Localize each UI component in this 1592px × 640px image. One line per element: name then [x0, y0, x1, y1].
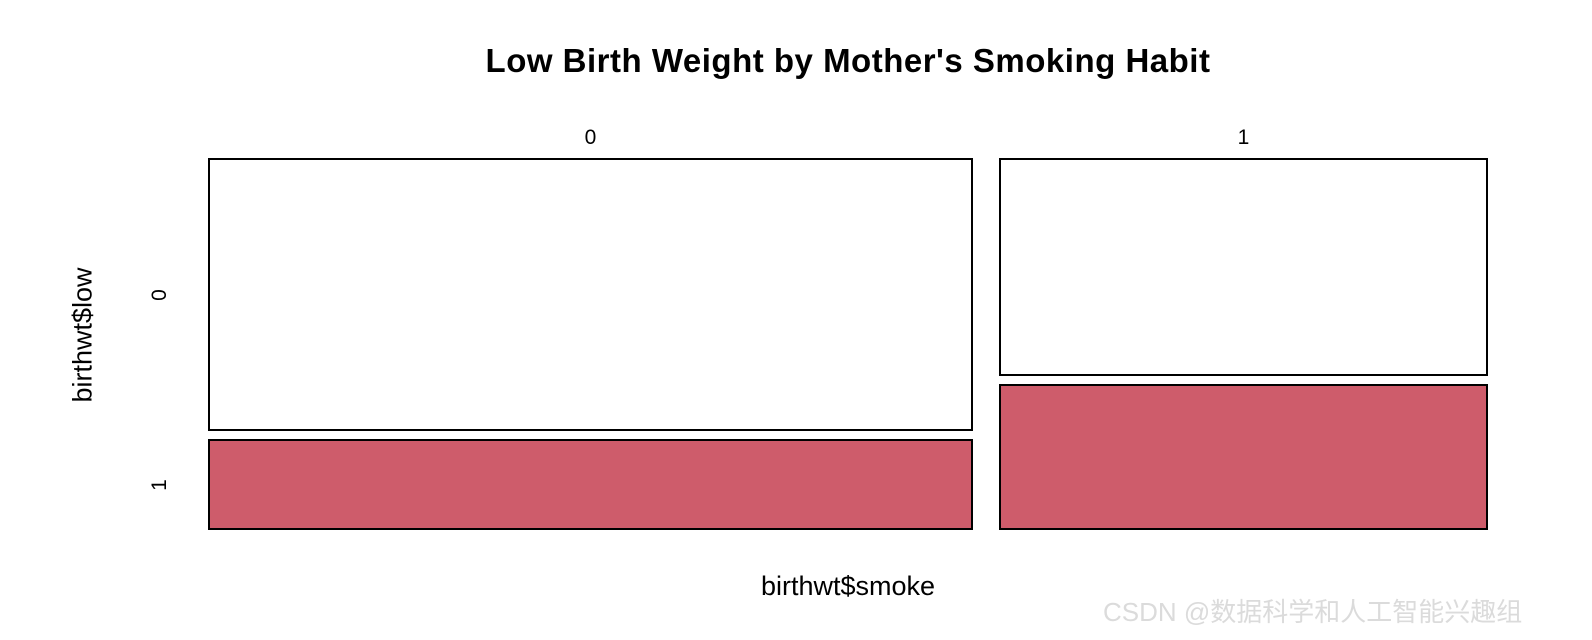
mosaic-column-smoke-1: 1	[999, 126, 1488, 530]
y-category-label: 0	[148, 288, 171, 301]
watermark-text: CSDN @数据科学和人工智能兴趣组	[1103, 597, 1523, 627]
x-axis-label: birthwt$smoke	[760, 571, 936, 601]
x-category-label: 0	[584, 126, 597, 149]
y-axis-label: birthwt$low	[67, 267, 98, 403]
chart-title: Low Birth Weight by Mother's Smoking Hab…	[485, 42, 1211, 79]
x-category-label: 1	[1237, 126, 1250, 149]
mosaic-column-smoke-0: 0	[208, 126, 973, 530]
y-category-label: 1	[148, 478, 171, 491]
mosaic-cell-smoke-1-low-1	[999, 384, 1488, 530]
mosaic-cell-smoke-1-low-0	[999, 158, 1488, 376]
mosaic-cell-smoke-0-low-1	[208, 439, 973, 530]
mosaic-cell-smoke-0-low-0	[208, 158, 973, 431]
